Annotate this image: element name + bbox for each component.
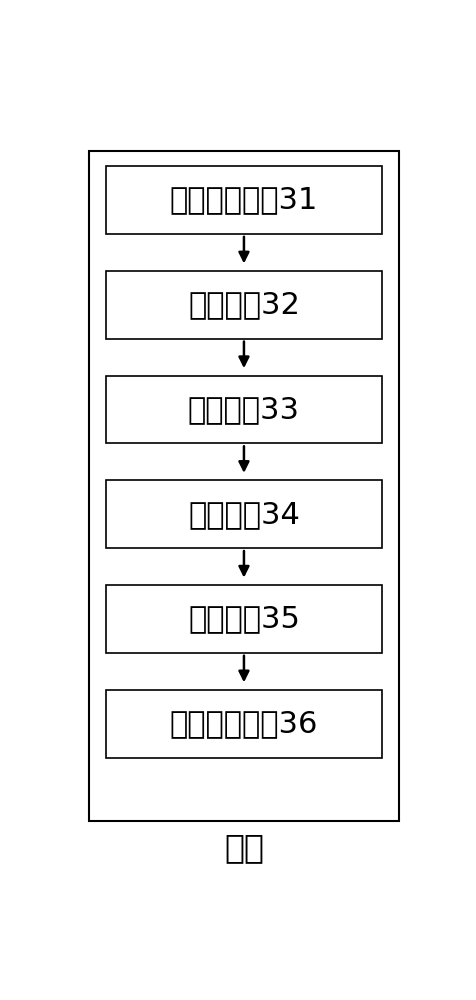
Text: 基站: 基站 — [224, 831, 264, 864]
Bar — [89, 151, 399, 821]
Bar — [106, 690, 382, 758]
Text: 测量单元32: 测量单元32 — [188, 290, 300, 319]
Text: 封装单元35: 封装单元35 — [188, 604, 300, 633]
Text: 获取单元34: 获取单元34 — [188, 500, 300, 529]
Bar — [106, 585, 382, 653]
Text: 第一发送单元36: 第一发送单元36 — [170, 709, 318, 738]
Bar — [106, 480, 382, 548]
Bar — [106, 376, 382, 443]
Bar — [106, 166, 382, 234]
Text: 设置单元33: 设置单元33 — [188, 395, 300, 424]
Text: 第一接收单元31: 第一接收单元31 — [170, 186, 318, 215]
Bar — [106, 271, 382, 339]
